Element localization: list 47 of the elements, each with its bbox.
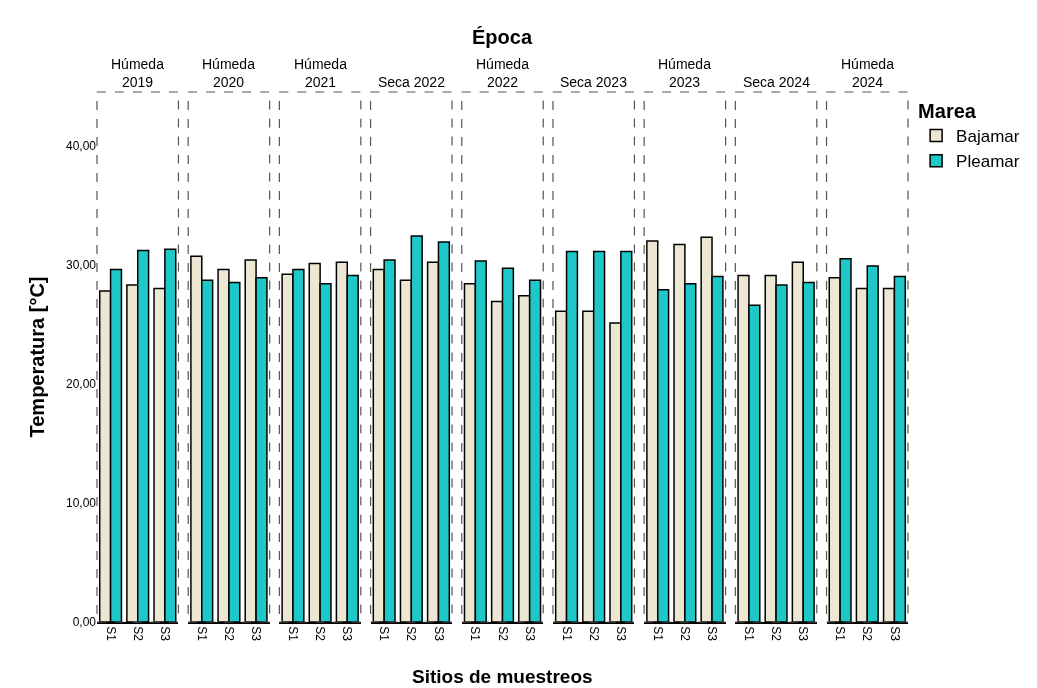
x-tick-label: S3 [157, 626, 172, 642]
y-axis-title: Temperatura [°C] [26, 276, 49, 438]
chart-subtitle: Seca 2023 [560, 74, 628, 90]
x-tick-label: S2 [222, 626, 237, 642]
chart-subtitle: Húmeda 2023 [658, 56, 712, 91]
chart-subtitle: Húmeda 2020 [202, 56, 256, 91]
x-tick-label: S1 [742, 626, 757, 642]
x-tick-label: S2 [130, 626, 145, 642]
x-tick-label: S1 [650, 626, 665, 642]
legend-title: Marea [918, 100, 977, 122]
chart-title: Época [472, 26, 533, 48]
x-tick-label: S1 [194, 626, 209, 642]
x-tick-label: S3 [887, 626, 902, 642]
y-tick-label: 20,00 [65, 377, 97, 391]
x-tick-label: S1 [377, 626, 392, 642]
x-tick-label: S2 [404, 626, 419, 642]
legend-label: Bajamar [956, 127, 1020, 147]
y-tick-label: 0,00 [72, 615, 97, 630]
y-tick-label: 10,00 [65, 496, 97, 511]
x-tick-label: S3 [431, 626, 446, 642]
y-tick-label: 40,00 [65, 138, 97, 153]
chart-subtitle: Seca 2024 [743, 74, 811, 90]
chart-subtitle: Seca 2022 [378, 74, 446, 90]
y-tick-label: 30,00 [65, 257, 97, 272]
x-tick-label: S1 [286, 626, 301, 642]
x-tick-label: S1 [833, 626, 848, 642]
legend-label: Pleamar [956, 152, 1020, 172]
x-tick-label: S3 [796, 626, 811, 642]
x-tick-label: S3 [705, 626, 720, 642]
chart-subtitle: Húmeda 2024 [841, 56, 895, 91]
x-tick-label: S1 [103, 626, 118, 642]
x-tick-label: S3 [340, 626, 355, 642]
x-axis-title: Sitios de muestreos [412, 666, 593, 687]
chart-subtitle: Húmeda 2022 [476, 56, 530, 91]
x-tick-label: S2 [769, 626, 784, 642]
x-tick-label: S2 [495, 626, 510, 642]
x-tick-label: S2 [586, 626, 601, 642]
x-tick-label: S1 [559, 626, 574, 642]
chart-subtitle: Húmeda 2021 [294, 56, 348, 91]
x-tick-label: S2 [313, 626, 328, 642]
x-tick-label: S2 [860, 626, 875, 642]
x-tick-label: S2 [677, 626, 692, 642]
chart-subtitle: Húmeda 2019 [111, 56, 165, 91]
x-tick-label: S3 [249, 626, 264, 642]
x-tick-label: S3 [613, 626, 628, 642]
x-tick-label: S1 [468, 626, 483, 642]
x-tick-label: S3 [522, 626, 537, 642]
